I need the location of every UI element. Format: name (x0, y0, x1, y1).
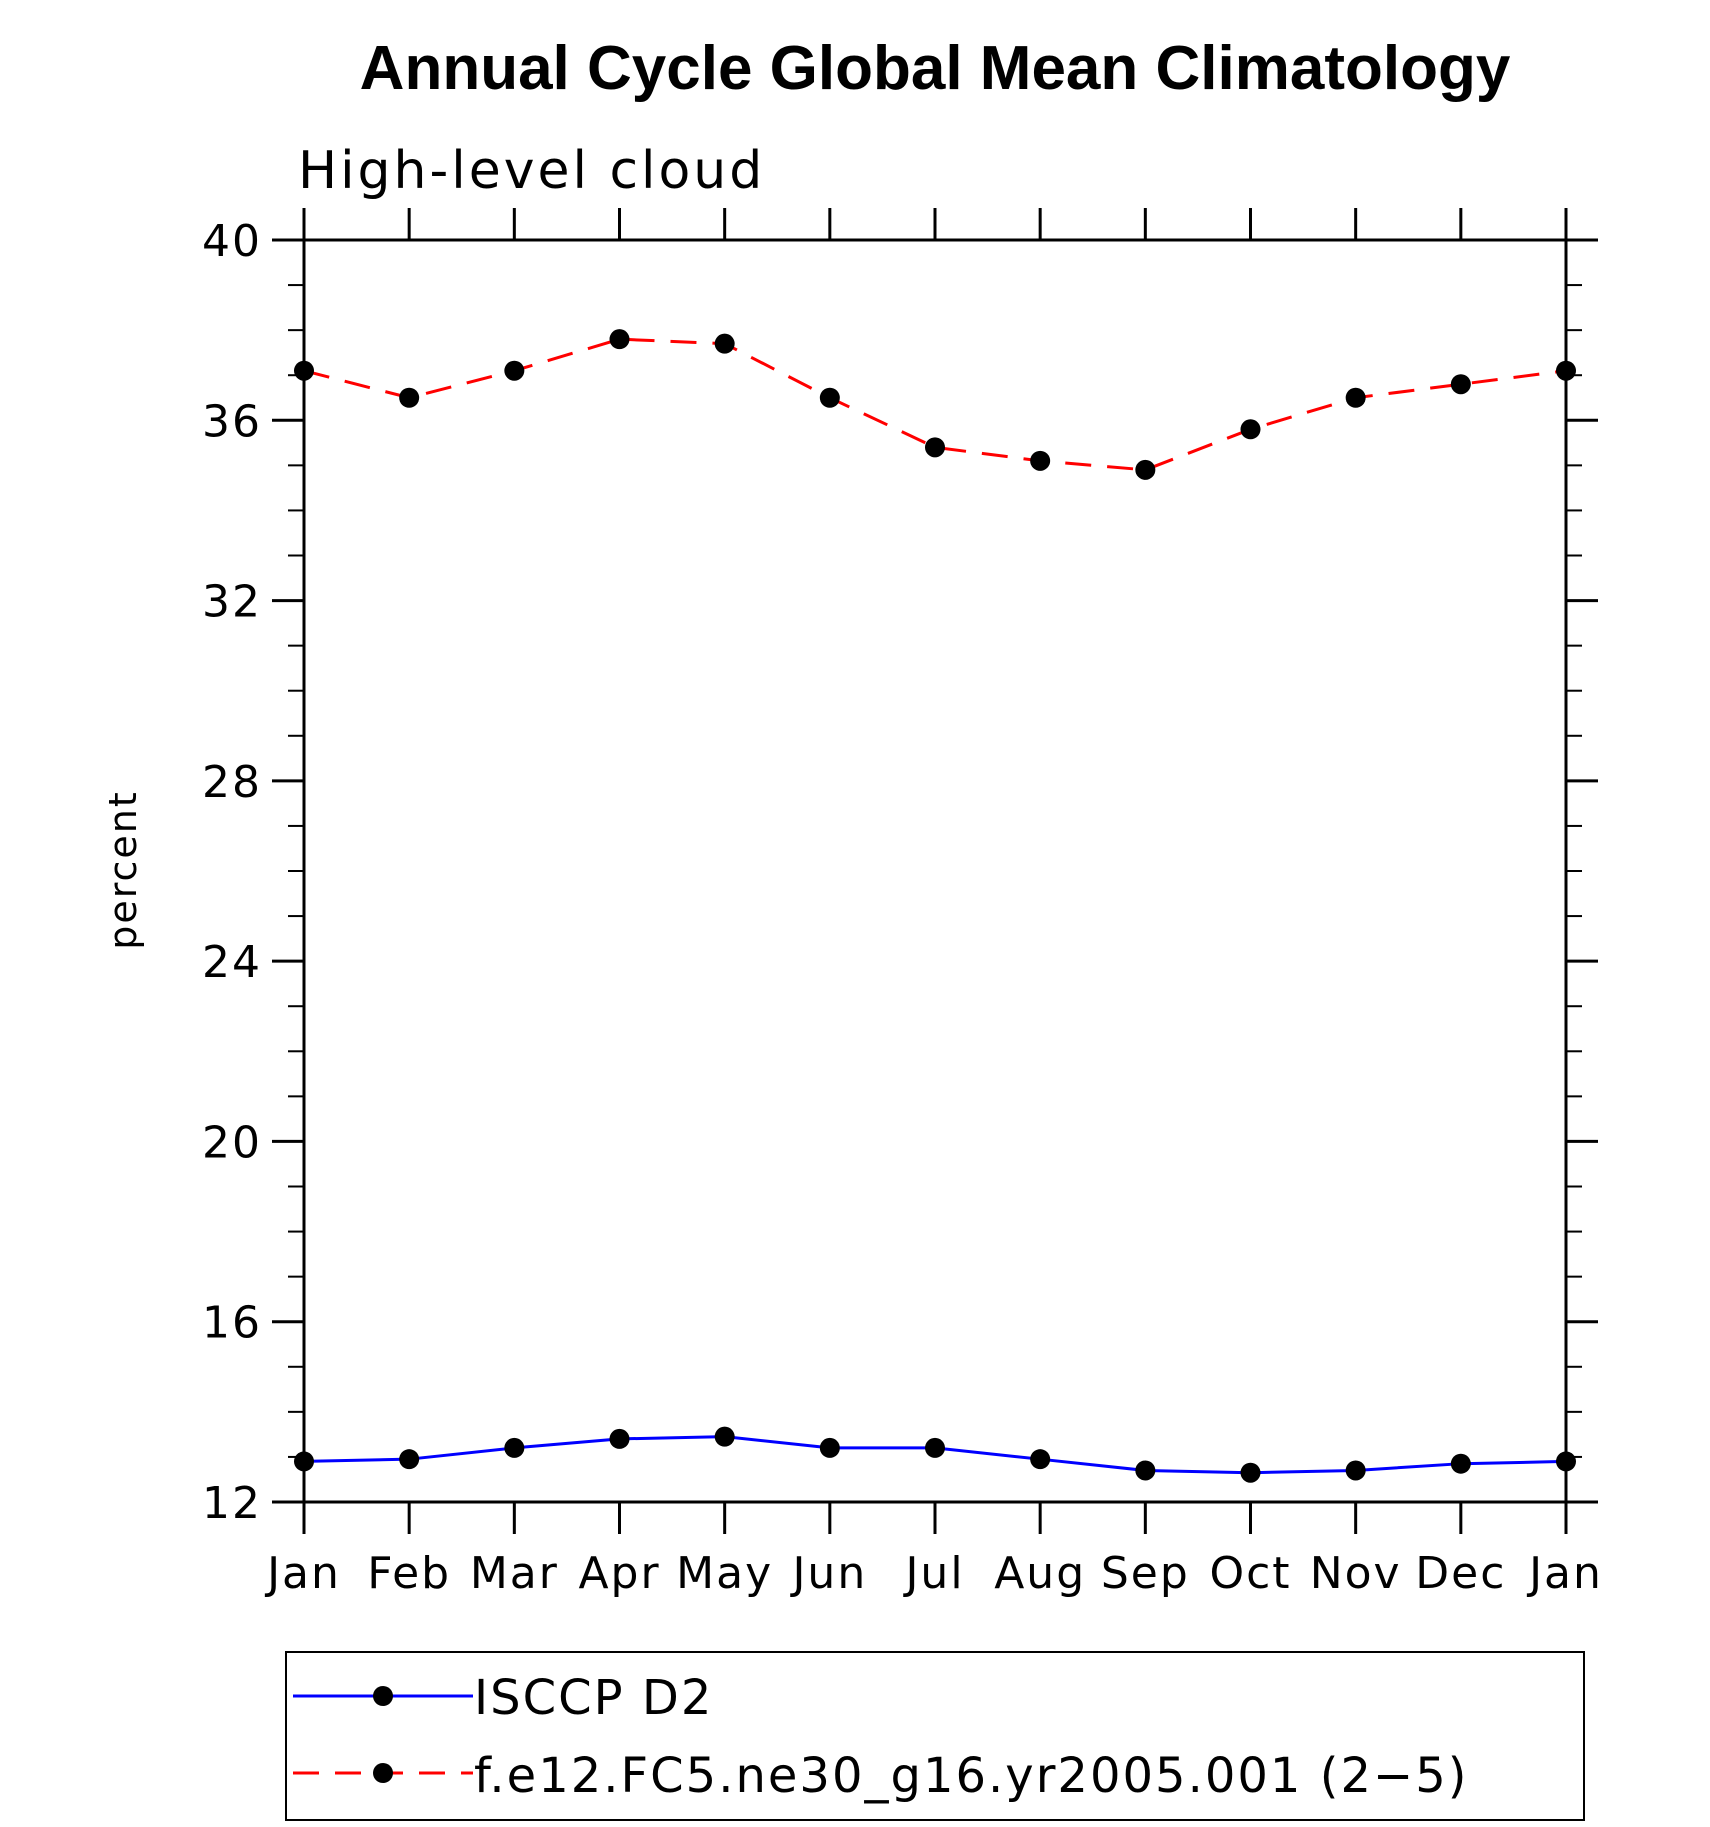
axis-ticks (272, 208, 1598, 1534)
x-tick-label: Aug (994, 1548, 1086, 1599)
x-tick-label: Jan (264, 1548, 341, 1599)
data-point (1556, 360, 1576, 381)
data-point (1030, 1449, 1051, 1470)
y-tick-label: 36 (202, 396, 262, 447)
legend-label-isccp: ISCCP D2 (474, 1670, 713, 1726)
legend-box (285, 1651, 1585, 1821)
legend-marker-model (373, 1763, 393, 1783)
data-point (1030, 450, 1051, 471)
x-tick-label: Nov (1310, 1548, 1402, 1599)
data-point (1135, 459, 1156, 480)
data-point (714, 1426, 735, 1447)
y-tick-label: 16 (202, 1298, 262, 1349)
data-point (925, 437, 945, 458)
x-tick-label: Jun (789, 1548, 867, 1599)
plot-area-frame (302, 238, 1568, 1504)
x-tick-label: Apr (578, 1548, 660, 1599)
data-point (609, 1428, 630, 1449)
y-tick-label: 20 (202, 1117, 262, 1168)
data-point (399, 387, 420, 408)
data-point (1240, 419, 1261, 440)
data-point (1345, 1460, 1366, 1481)
data-point (1135, 1460, 1156, 1481)
x-tick-labels: Jan Feb Mar Apr May Jun Jul Aug Sep Oct Nov Dec Jan (264, 1548, 1603, 1599)
x-tick-label: Jul (902, 1548, 964, 1599)
y-tick-label: 32 (202, 577, 262, 628)
data-point (925, 1437, 945, 1458)
data-point (609, 329, 630, 350)
data-point (294, 360, 314, 381)
data-point (714, 333, 735, 354)
chart-title: Annual Cycle Global Mean Climatology (360, 34, 1511, 103)
x-tick-label: May (676, 1548, 773, 1599)
legend-label-model: f.e12.FC5.ne30_g16.yr2005.001 (2−5) (474, 1748, 1468, 1804)
x-tick-label: Mar (470, 1548, 559, 1599)
y-tick-label: 28 (202, 757, 262, 808)
x-tick-label: Jan (1526, 1548, 1603, 1599)
legend: ISCCP D2 f.e12.FC5.ne30_g16.yr2005.001 (… (285, 1651, 1585, 1821)
x-tick-label: Sep (1101, 1548, 1190, 1599)
data-point (819, 1437, 840, 1458)
data-point (504, 1437, 525, 1458)
data-point (819, 387, 840, 408)
series-layer (294, 329, 1576, 1483)
legend-marker-isccp (373, 1686, 393, 1706)
data-point (1556, 1451, 1576, 1472)
y-tick-labels: 12 16 20 24 28 32 36 40 (202, 216, 262, 1529)
y-axis-label: percent (101, 790, 145, 950)
x-tick-label: Dec (1415, 1548, 1506, 1599)
y-tick-label: 12 (202, 1478, 262, 1529)
data-point (1450, 1453, 1471, 1474)
data-point (399, 1449, 420, 1470)
chart-subtitle: High-level cloud (298, 141, 765, 201)
y-tick-label: 40 (202, 216, 262, 267)
x-tick-label: Feb (367, 1548, 451, 1599)
data-point (1240, 1462, 1261, 1483)
data-point (1345, 387, 1366, 408)
data-point (294, 1451, 314, 1472)
data-point (504, 360, 525, 381)
x-tick-label: Oct (1209, 1548, 1291, 1599)
y-tick-label: 24 (202, 937, 262, 988)
data-point (1450, 374, 1471, 395)
